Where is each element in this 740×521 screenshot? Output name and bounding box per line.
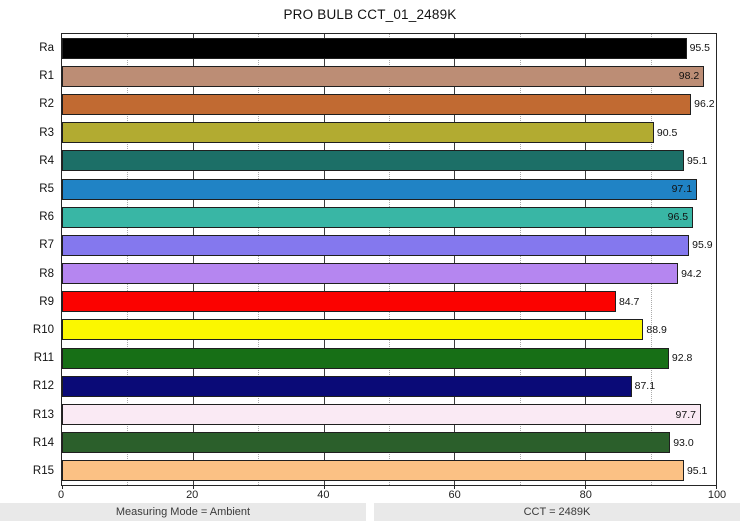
bars: Ra 95.5 R1 98.2 R2 96.2 R3 90.5 R4 95.1 R5 97.1 R6 96… — [33, 34, 716, 485]
bar-r4: 95.1 — [62, 150, 707, 172]
value-label-r3: 90.5 — [656, 126, 678, 139]
category-label-r3: R3 — [39, 126, 54, 139]
x-tick-80 — [585, 485, 587, 489]
x-tick-label-100: 100 — [707, 489, 727, 501]
status-cct: CCT = 2489K — [374, 503, 740, 521]
x-tick-100 — [716, 485, 717, 489]
bar-row-r7: R7 95.9 — [39, 231, 716, 259]
category-label-r9: R9 — [39, 295, 54, 308]
x-tick-40 — [323, 485, 325, 489]
value-label-r10: 88.9 — [646, 323, 667, 336]
category-label-r12: R12 — [32, 380, 54, 393]
category-label-r7: R7 — [39, 239, 54, 252]
value-label-r13: 97.7 — [675, 408, 696, 421]
chart-title: PRO BULB CCT_01_2489K — [283, 7, 457, 22]
value-label-r14: 93.0 — [673, 436, 694, 449]
x-tick-20 — [192, 485, 194, 489]
bar-row-r9: R9 84.7 — [39, 288, 716, 316]
bar-row-r8: R8 94.2 — [39, 260, 716, 288]
bar-r11: 92.8 — [62, 347, 692, 369]
category-label-ra: Ra — [39, 42, 54, 55]
bar-row-r10: R10 88.9 — [33, 316, 716, 344]
gridline-minor-90 — [650, 34, 652, 485]
category-label-r15: R15 — [32, 464, 54, 477]
category-label-r2: R2 — [39, 98, 54, 111]
bar-r3: 90.5 — [62, 122, 677, 144]
bar-row-r5: R5 97.1 — [39, 175, 716, 203]
category-label-r10: R10 — [32, 323, 54, 336]
bar-row-r12: R12 87.1 — [33, 372, 716, 400]
gridline-major-60 — [454, 34, 456, 485]
plot-area: Ra 95.5 R1 98.2 R2 96.2 R3 90.5 R4 95.1 R5 97.1 R6 96… — [33, 33, 717, 489]
gridline-major-20 — [192, 34, 194, 485]
x-tick-label-60: 60 — [448, 489, 461, 501]
bar-row-r13: R13 97.7 — [33, 400, 716, 428]
x-tick-label-80: 80 — [579, 489, 592, 501]
bar-row-r11: R11 92.8 — [34, 344, 716, 372]
bar-row-r1: R1 98.2 — [39, 62, 716, 90]
bar-r5: 97.1 — [62, 178, 698, 200]
gridline-minor-70 — [519, 34, 521, 485]
value-label-r2: 96.2 — [694, 98, 715, 111]
bar-r6: 96.5 — [62, 206, 694, 228]
bar-row-ra: Ra 95.5 — [39, 34, 716, 62]
value-label-r5: 97.1 — [671, 183, 693, 196]
bar-r9: 84.7 — [62, 291, 639, 313]
x-tick-label-0: 0 — [57, 489, 65, 501]
category-label-r4: R4 — [39, 154, 54, 167]
category-label-r14: R14 — [32, 436, 54, 449]
value-label-r4: 95.1 — [686, 154, 708, 167]
bar-ra: 95.5 — [62, 37, 710, 59]
value-label-r11: 92.8 — [671, 352, 693, 365]
bar-r7: 95.9 — [62, 234, 713, 256]
x-tick-label-20: 20 — [186, 489, 199, 501]
grid-layer — [62, 34, 716, 485]
category-label-r13: R13 — [32, 408, 54, 421]
value-label-r7: 95.9 — [692, 239, 713, 252]
status-bar: Measuring Mode = Ambient CCT = 2489K — [0, 503, 740, 521]
value-label-r12: 87.1 — [634, 380, 656, 393]
bar-row-r4: R4 95.1 — [39, 147, 716, 175]
bar-r10: 88.9 — [62, 319, 667, 341]
x-tick-0 — [62, 485, 63, 489]
x-axis-labels: 0 20 40 60 80 100 — [57, 487, 726, 502]
bar-r15: 95.1 — [62, 460, 707, 482]
x-tick-label-40: 40 — [317, 489, 330, 501]
x-tick-60 — [454, 485, 456, 489]
value-label-r9: 84.7 — [618, 295, 640, 308]
category-label-r6: R6 — [39, 211, 54, 224]
bar-r8: 94.2 — [62, 263, 702, 285]
gridline-major-40 — [323, 34, 325, 485]
bar-r1: 98.2 — [62, 65, 705, 87]
bar-r12: 87.1 — [62, 375, 655, 397]
gridline-minor-50 — [389, 34, 390, 485]
value-label-r6: 96.5 — [667, 211, 689, 224]
bar-row-r3: R3 90.5 — [39, 119, 716, 147]
bar-r2: 96.2 — [62, 93, 715, 115]
gridline-major-80 — [585, 34, 587, 485]
bar-row-r14: R14 93.0 — [33, 429, 716, 457]
value-label-ra: 95.5 — [689, 42, 710, 55]
bar-r14: 93.0 — [62, 432, 694, 454]
category-label-r8: R8 — [39, 267, 54, 280]
bar-row-r6: R6 96.5 — [39, 203, 716, 231]
value-label-r8: 94.2 — [681, 267, 702, 280]
value-label-r15: 95.1 — [686, 464, 708, 477]
bar-r13: 97.7 — [62, 404, 701, 426]
value-label-r1: 98.2 — [678, 70, 700, 83]
category-label-r11: R11 — [33, 352, 54, 365]
bar-row-r15: R15 95.1 — [33, 457, 716, 485]
gridline-minor-10 — [127, 34, 129, 485]
gridline-minor-30 — [258, 34, 260, 485]
bar-row-r2: R2 96.2 — [39, 90, 716, 118]
status-measuring-mode: Measuring Mode = Ambient — [0, 503, 366, 521]
category-label-r5: R5 — [39, 183, 54, 196]
category-label-r1: R1 — [39, 70, 54, 83]
